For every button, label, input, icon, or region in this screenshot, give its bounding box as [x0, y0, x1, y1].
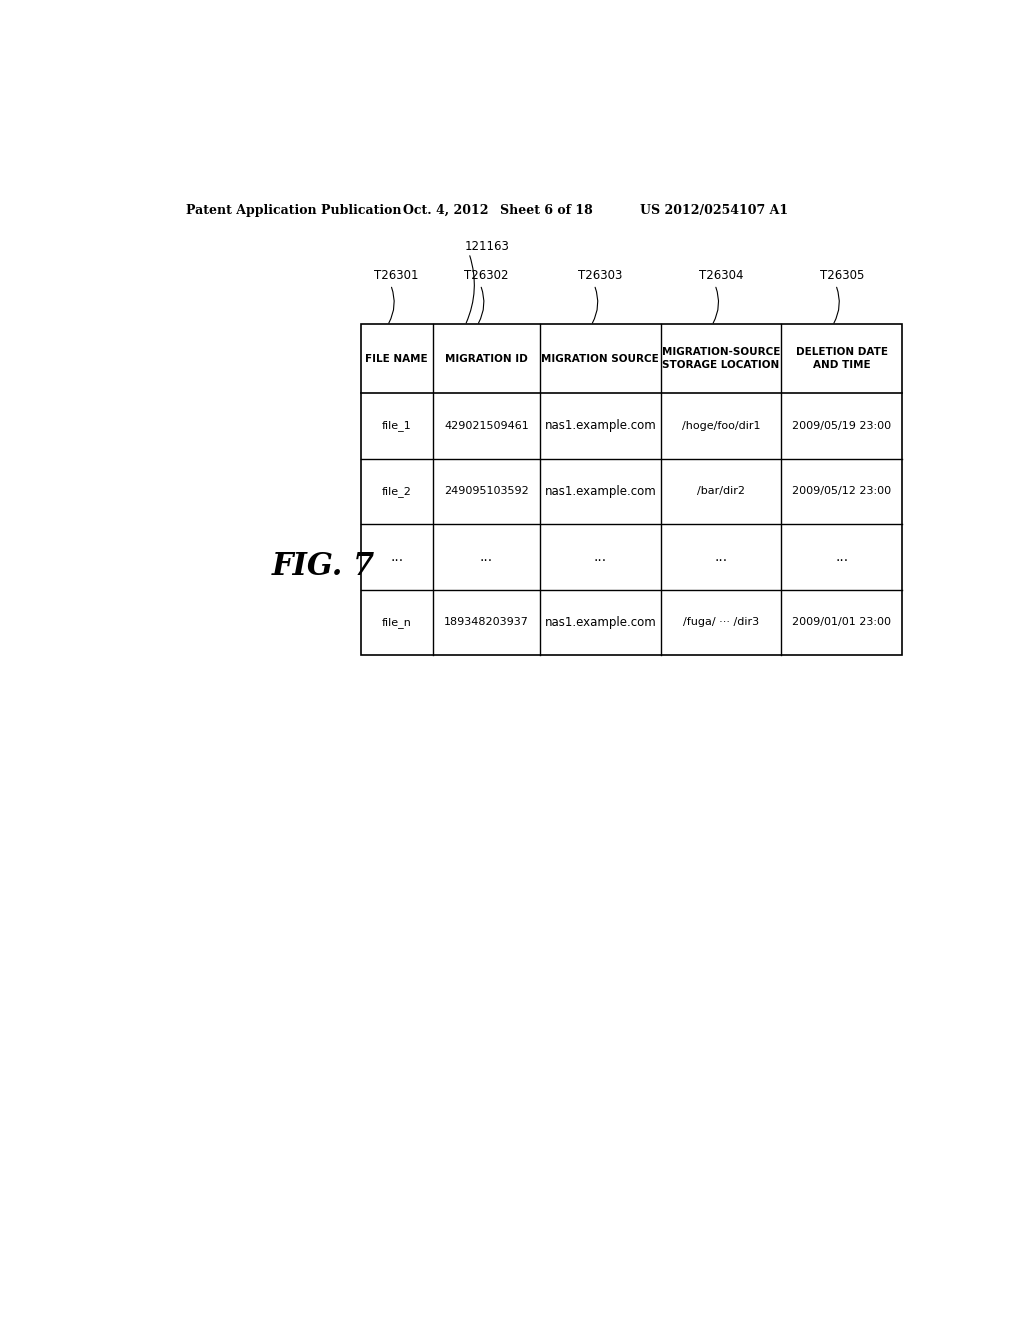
Text: nas1.example.com: nas1.example.com: [545, 484, 656, 498]
Text: T26302: T26302: [464, 268, 509, 281]
Text: nas1.example.com: nas1.example.com: [545, 616, 656, 628]
Text: 2009/05/19 23:00: 2009/05/19 23:00: [793, 421, 892, 430]
Text: file_1: file_1: [382, 421, 412, 432]
FancyArrowPatch shape: [713, 288, 719, 323]
Text: 121163: 121163: [465, 240, 510, 253]
Text: file_2: file_2: [382, 486, 412, 496]
FancyArrowPatch shape: [592, 288, 598, 323]
Text: 249095103592: 249095103592: [444, 487, 528, 496]
Text: MIGRATION-SOURCE
STORAGE LOCATION: MIGRATION-SOURCE STORAGE LOCATION: [662, 347, 780, 370]
Text: /hoge/foo/dir1: /hoge/foo/dir1: [682, 421, 761, 430]
Text: US 2012/0254107 A1: US 2012/0254107 A1: [640, 205, 787, 218]
Text: file_n: file_n: [382, 616, 412, 628]
Text: 189348203937: 189348203937: [444, 618, 528, 627]
Text: Patent Application Publication: Patent Application Publication: [186, 205, 401, 218]
FancyArrowPatch shape: [466, 256, 474, 323]
Text: 2009/01/01 23:00: 2009/01/01 23:00: [793, 618, 891, 627]
Text: T26301: T26301: [375, 268, 419, 281]
Text: ...: ...: [836, 550, 849, 564]
Text: 429021509461: 429021509461: [444, 421, 528, 430]
Text: MIGRATION SOURCE: MIGRATION SOURCE: [542, 354, 659, 363]
Text: ...: ...: [715, 550, 728, 564]
Text: DELETION DATE
AND TIME: DELETION DATE AND TIME: [796, 347, 888, 370]
FancyArrowPatch shape: [478, 288, 484, 323]
FancyArrowPatch shape: [389, 288, 394, 323]
Text: FILE NAME: FILE NAME: [366, 354, 428, 363]
Text: ...: ...: [480, 550, 493, 564]
Text: T26305: T26305: [819, 268, 864, 281]
FancyArrowPatch shape: [834, 288, 840, 323]
Text: FIG. 7: FIG. 7: [271, 550, 375, 582]
Text: 2009/05/12 23:00: 2009/05/12 23:00: [793, 487, 892, 496]
Text: T26304: T26304: [698, 268, 743, 281]
Text: MIGRATION ID: MIGRATION ID: [445, 354, 527, 363]
Text: ...: ...: [390, 550, 403, 564]
Text: nas1.example.com: nas1.example.com: [545, 420, 656, 433]
Text: /fuga/ ··· /dir3: /fuga/ ··· /dir3: [683, 618, 759, 627]
Text: Sheet 6 of 18: Sheet 6 of 18: [500, 205, 593, 218]
Bar: [360, 323, 902, 655]
Text: Oct. 4, 2012: Oct. 4, 2012: [403, 205, 488, 218]
Text: T26303: T26303: [579, 268, 623, 281]
Text: /bar/dir2: /bar/dir2: [697, 487, 745, 496]
Text: ...: ...: [594, 550, 607, 564]
